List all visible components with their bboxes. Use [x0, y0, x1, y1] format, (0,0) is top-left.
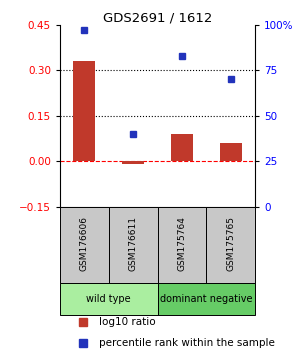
Bar	[74, 61, 95, 161]
Text: wild type: wild type	[86, 294, 131, 304]
Bar	[158, 284, 255, 315]
Bar	[171, 134, 193, 161]
Title: GDS2691 / 1612: GDS2691 / 1612	[103, 12, 212, 25]
Text: log10 ratio: log10 ratio	[99, 318, 156, 327]
Bar	[60, 207, 109, 284]
Text: GSM176611: GSM176611	[129, 216, 138, 271]
Bar	[158, 207, 206, 284]
Bar	[220, 143, 242, 161]
Text: GSM176606: GSM176606	[80, 216, 89, 271]
Text: dominant negative: dominant negative	[160, 294, 253, 304]
Text: GSM175764: GSM175764	[177, 216, 186, 271]
Text: GSM175765: GSM175765	[226, 216, 235, 271]
Bar	[109, 207, 158, 284]
Text: percentile rank within the sample: percentile rank within the sample	[99, 338, 275, 348]
Bar	[206, 207, 255, 284]
Bar	[60, 284, 158, 315]
Bar	[122, 161, 144, 164]
